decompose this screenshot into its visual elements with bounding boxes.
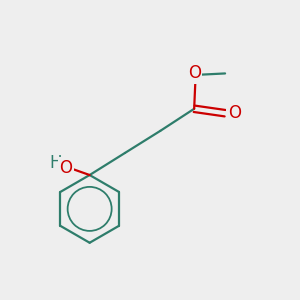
Text: O: O	[188, 64, 201, 82]
Text: O: O	[60, 159, 73, 177]
Text: O: O	[228, 104, 241, 122]
Text: H: H	[50, 154, 62, 172]
